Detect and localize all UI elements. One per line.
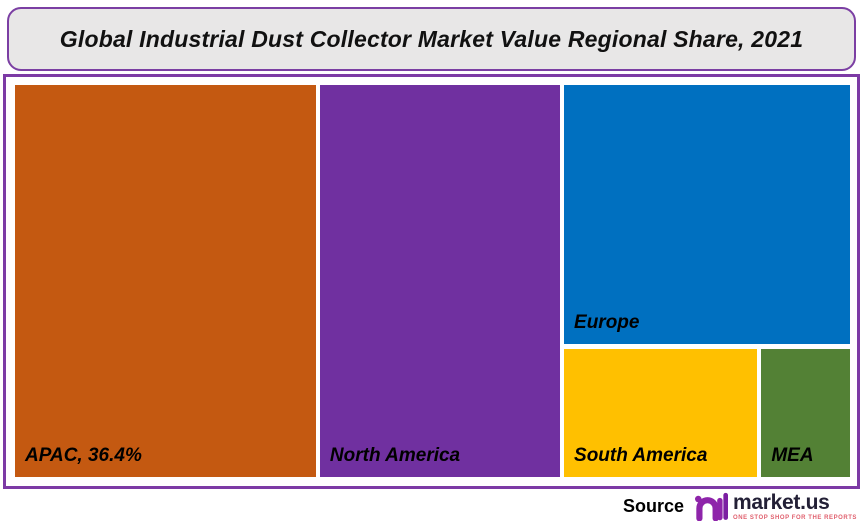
brand-text-block: market.us ONE STOP SHOP FOR THE REPORTS <box>733 492 857 521</box>
brand-name: market.us <box>733 491 830 514</box>
tile-label-south-america: South America <box>574 445 708 466</box>
market-us-logo: market.us ONE STOP SHOP FOR THE REPORTS <box>694 491 857 521</box>
source-label: Source <box>622 495 685 516</box>
market-us-logo-icon <box>695 492 729 521</box>
source-footer: Source market.us ONE STOP SHOP FOR THE R… <box>623 489 857 523</box>
treemap-frame: APAC, 36.4% North America Europe South A… <box>3 74 860 489</box>
brand-tagline: ONE STOP SHOP FOR THE REPORTS <box>733 515 857 521</box>
treemap-tile-north-america[interactable]: North America <box>319 85 561 477</box>
tile-label-north-america: North America <box>329 445 461 466</box>
tile-label-europe: Europe <box>574 312 640 333</box>
treemap-tile-mea[interactable]: MEA <box>761 349 850 477</box>
treemap-tile-south-america[interactable]: South America <box>564 349 758 477</box>
chart-title: Global Industrial Dust Collector Market … <box>59 25 804 52</box>
tile-label-apac: APAC, 36.4% <box>25 445 142 466</box>
treemap-east-column: Europe South America MEA <box>564 85 850 477</box>
treemap-chart: APAC, 36.4% North America Europe South A… <box>15 85 850 477</box>
treemap-tile-apac[interactable]: APAC, 36.4% <box>15 85 316 477</box>
treemap-south-row: South America MEA <box>564 349 850 477</box>
tile-label-mea: MEA <box>771 445 814 466</box>
chart-title-box: Global Industrial Dust Collector Market … <box>7 7 856 71</box>
treemap-tile-europe[interactable]: Europe <box>564 85 850 344</box>
